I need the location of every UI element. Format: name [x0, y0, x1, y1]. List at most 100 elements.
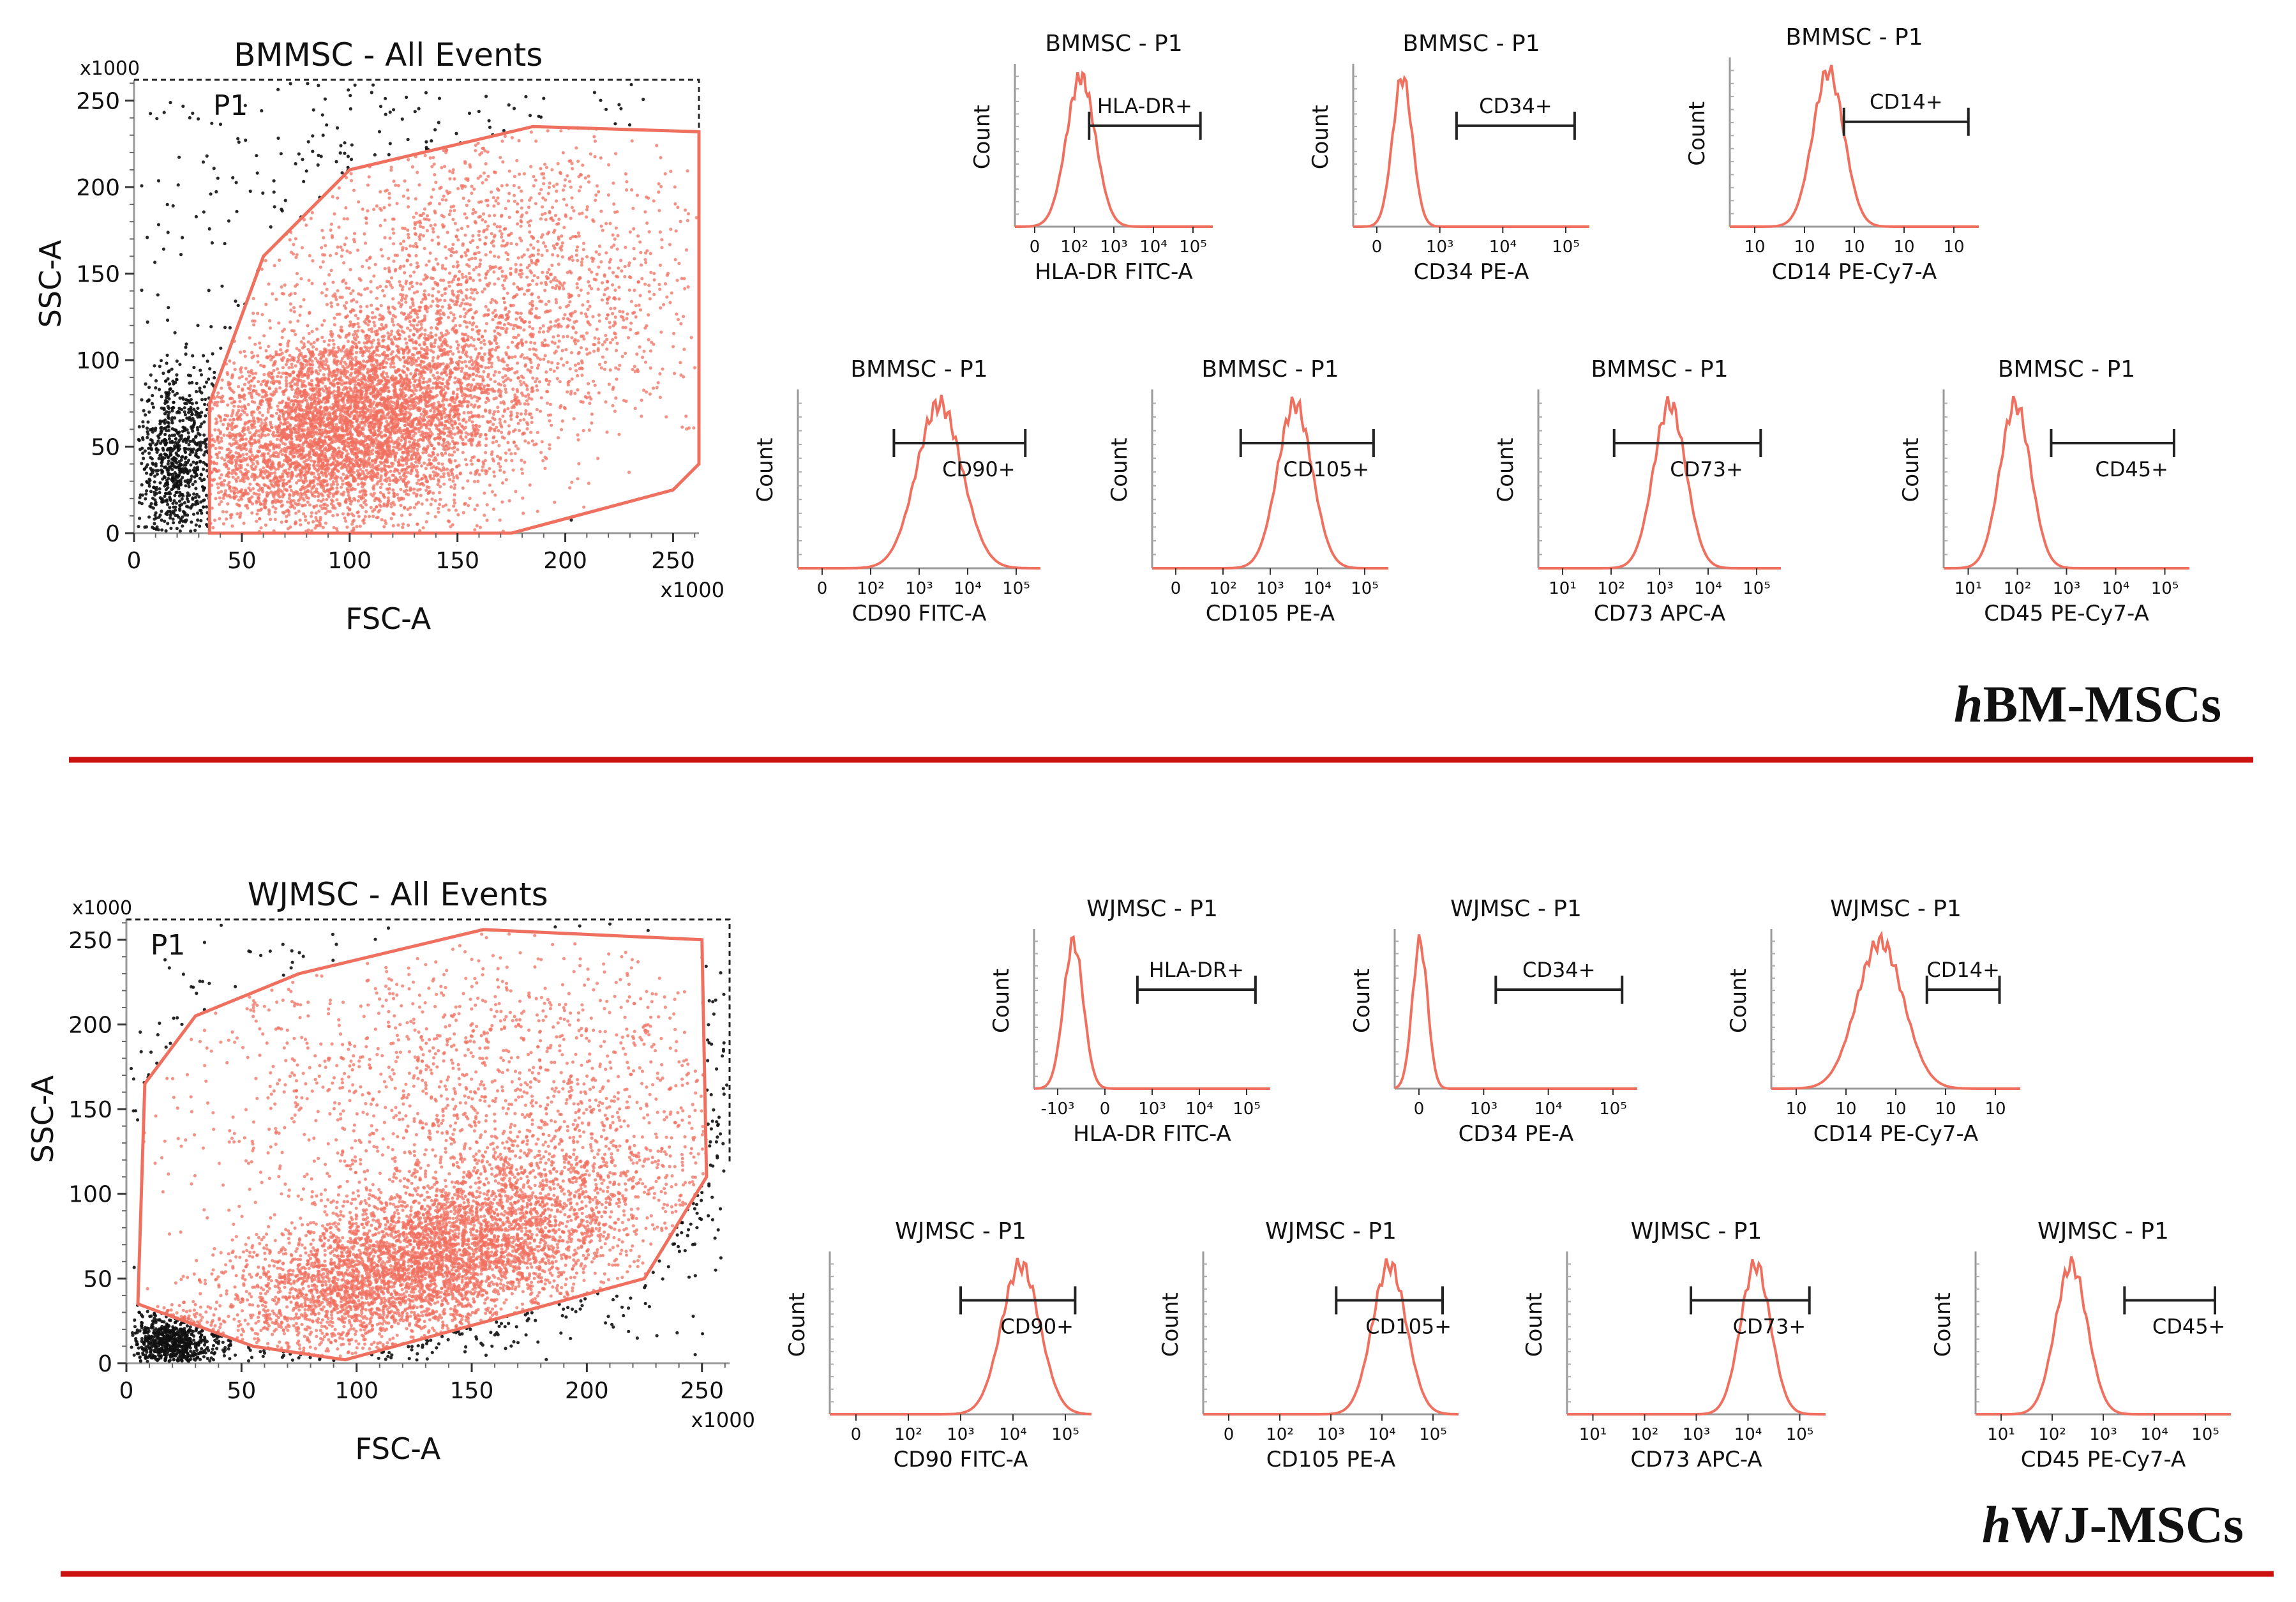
event-dot [147, 515, 151, 519]
event-dot [463, 501, 467, 506]
event-dot [229, 435, 232, 440]
event-dot [412, 491, 416, 495]
event-dot [535, 384, 539, 388]
event-dot [403, 446, 407, 450]
event-dot [352, 341, 356, 345]
event-dot [284, 363, 288, 366]
event-dot [289, 308, 293, 312]
event-dot [371, 494, 375, 498]
event-dot [245, 413, 249, 417]
event-dot [490, 361, 494, 365]
event-dot [233, 368, 237, 372]
event-dot [404, 467, 408, 471]
event-dot [214, 421, 218, 426]
event-dot [288, 354, 292, 358]
event-dot [439, 497, 442, 501]
event-dot [247, 486, 251, 490]
event-dot [456, 476, 460, 480]
event-dot [343, 458, 347, 462]
event-dot [334, 432, 338, 435]
event-dot [298, 518, 302, 522]
event-dot [299, 457, 303, 460]
event-dot [484, 433, 488, 437]
event-dot [289, 434, 293, 437]
event-dot [252, 376, 256, 380]
event-dot [410, 363, 414, 366]
event-dot [259, 435, 263, 439]
event-dot [243, 472, 247, 476]
event-dot [285, 488, 289, 492]
event-dot [536, 366, 539, 370]
event-dot [363, 341, 366, 345]
event-dot [463, 372, 467, 375]
event-dot [321, 381, 325, 385]
event-dot [553, 501, 557, 504]
event-dot [314, 511, 318, 515]
event-dot [266, 451, 270, 456]
event-dot [469, 356, 473, 359]
event-dot [215, 453, 219, 457]
event-dot [309, 515, 313, 518]
event-dot [512, 405, 516, 409]
event-dot [412, 439, 417, 442]
event-dot [380, 388, 384, 392]
event-dot [331, 514, 335, 518]
event-dot [437, 462, 440, 465]
event-dot [573, 391, 577, 395]
event-dot [516, 389, 520, 394]
event-dot [450, 453, 454, 457]
event-dot [393, 494, 396, 498]
event-dot [307, 331, 311, 335]
event-dot [308, 450, 311, 454]
event-dot [227, 467, 230, 471]
event-dot [433, 437, 437, 441]
event-dot [218, 476, 222, 480]
event-dot [494, 396, 498, 400]
event-dot [444, 419, 447, 423]
event-dot [366, 409, 370, 413]
event-dot [540, 440, 544, 444]
event-dot [226, 502, 230, 506]
event-dot [302, 512, 306, 516]
event-dot [379, 414, 384, 418]
event-dot [455, 393, 459, 397]
event-dot [501, 414, 505, 418]
event-dot [479, 382, 483, 386]
event-dot [223, 326, 227, 329]
event-dot [414, 468, 418, 472]
event-dot [522, 431, 527, 435]
event-dot [408, 338, 412, 342]
event-dot [351, 289, 355, 293]
event-dot [295, 481, 299, 485]
event-dot [473, 508, 477, 511]
event-dot [507, 499, 511, 503]
event-dot [387, 357, 391, 361]
event-dot [373, 432, 377, 437]
event-dot [412, 487, 416, 491]
event-dot [230, 524, 234, 528]
event-dot [409, 315, 413, 319]
event-dot [382, 460, 386, 465]
event-dot [370, 345, 374, 349]
event-dot [334, 397, 338, 400]
event-dot [367, 515, 371, 518]
event-dot [146, 420, 150, 424]
event-dot [397, 418, 401, 421]
event-dot [306, 483, 310, 487]
event-dot [439, 435, 443, 440]
event-dot [317, 372, 320, 376]
event-dot [438, 503, 442, 506]
event-dot [315, 427, 319, 430]
event-dot [466, 479, 470, 483]
event-dot [328, 426, 332, 430]
event-dot [456, 407, 460, 411]
event-dot [211, 437, 215, 441]
event-dot [197, 495, 201, 499]
event-dot [275, 437, 279, 441]
event-dot [359, 386, 363, 389]
event-dot [358, 524, 362, 528]
event-dot [349, 488, 352, 492]
event-dot [202, 433, 206, 437]
event-dot [311, 444, 315, 448]
event-dot [207, 377, 211, 381]
